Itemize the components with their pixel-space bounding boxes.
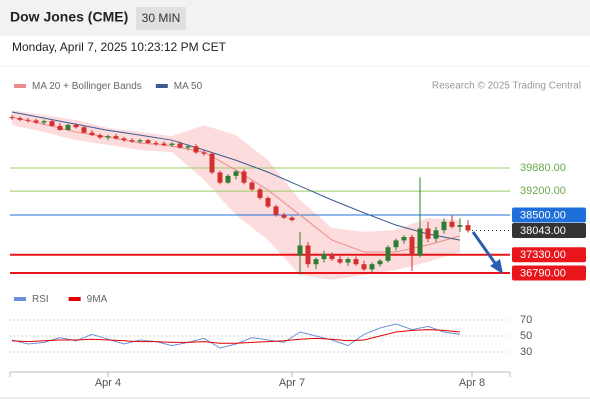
candle-body <box>209 153 215 173</box>
candle-body <box>17 118 23 120</box>
header-bar <box>0 0 590 36</box>
candle-body <box>425 228 431 239</box>
candle-body <box>145 140 151 143</box>
candle-body <box>193 146 199 153</box>
candle-body <box>449 221 455 227</box>
candle-body <box>321 254 327 260</box>
x-tick-label: Apr 4 <box>95 377 121 389</box>
candle-body <box>25 119 31 121</box>
candle-body <box>201 152 207 154</box>
legend-swatch <box>68 297 81 301</box>
level-tag <box>512 265 586 281</box>
candle-body <box>369 264 375 270</box>
candle-body <box>41 121 47 123</box>
bollinger-band <box>12 110 460 280</box>
level-tag <box>512 207 586 223</box>
candle-body <box>457 225 463 227</box>
arrow-shaft <box>471 231 499 267</box>
candle-body <box>385 247 391 261</box>
candle-body <box>249 182 255 190</box>
candle-body <box>337 259 343 263</box>
level-tag-label: 36790.00 <box>520 267 566 279</box>
candle-body <box>65 124 71 130</box>
candle-body <box>297 245 303 256</box>
candle-body <box>305 245 311 265</box>
candle-body <box>137 140 143 142</box>
legend-swatch <box>14 84 26 88</box>
level-label: 39880.00 <box>520 162 566 174</box>
legend-swatch <box>155 84 168 88</box>
candle-body <box>241 171 247 183</box>
x-tick-label: Apr 7 <box>279 377 305 389</box>
x-tick-label: Apr 8 <box>459 377 485 389</box>
candle-body <box>153 142 159 144</box>
candle-body <box>121 138 127 141</box>
interval-badge[interactable] <box>136 7 186 30</box>
rsi-tick-label: 50 <box>520 330 532 342</box>
candle-body <box>105 136 111 138</box>
rsi-line <box>11 323 461 349</box>
candle-body <box>49 121 55 126</box>
candle-body <box>353 259 359 265</box>
candle-body <box>113 136 119 139</box>
candle-body <box>57 125 63 130</box>
legend-label: MA 50 <box>174 81 203 92</box>
interval-label[interactable]: 30 MIN <box>142 11 181 25</box>
candle-body <box>9 117 15 119</box>
candle-body <box>217 172 223 183</box>
level-label: 39200.00 <box>520 185 566 197</box>
candle-body <box>161 143 167 145</box>
rsi-tick-label: 30 <box>520 346 532 358</box>
candle-body <box>265 197 271 207</box>
candle-body <box>441 221 447 231</box>
candle-body <box>33 120 39 123</box>
forecast-arrow <box>471 231 503 274</box>
level-tag <box>512 247 586 263</box>
candle-body <box>465 225 471 231</box>
level-tag-label: 37330.00 <box>520 249 566 261</box>
candle-body <box>97 135 103 138</box>
candle-body <box>185 146 191 148</box>
instrument-title: Dow Jones (CME) <box>10 9 128 25</box>
candle-body <box>361 264 367 270</box>
rsi-tick-label: 70 <box>520 314 532 326</box>
candle-body <box>401 237 407 241</box>
candle-body <box>313 259 319 265</box>
source-label: Research © 2025 Trading Central <box>432 81 581 92</box>
candle-body <box>233 171 239 176</box>
level-tag <box>512 222 586 238</box>
legend-label: RSI <box>32 294 49 305</box>
legend-label: 9MA <box>87 294 108 305</box>
candle-body <box>417 228 423 256</box>
candle-body <box>169 143 175 145</box>
candle-body <box>225 175 231 183</box>
moving-average-line <box>11 111 461 241</box>
candle-body <box>281 214 287 218</box>
level-tag-label: 38500.00 <box>520 209 566 221</box>
candle-body <box>433 230 439 239</box>
candle-body <box>257 189 263 198</box>
candle-body <box>377 260 383 265</box>
candle-body <box>89 132 95 136</box>
level-tag-label: 38043.00 <box>520 225 566 237</box>
arrow-head <box>490 259 503 274</box>
candle-body <box>409 237 415 256</box>
legend-swatch <box>14 297 26 301</box>
rsi-line <box>11 329 461 344</box>
legend-label: MA 20 + Bollinger Bands <box>32 81 142 92</box>
candle-body <box>393 240 399 248</box>
candle-body <box>329 254 335 260</box>
candle-body <box>73 124 79 128</box>
candle-body <box>273 206 279 215</box>
candle-body <box>345 259 351 263</box>
candle-body <box>81 127 87 133</box>
candle-body <box>289 217 295 221</box>
candle-body <box>177 143 183 148</box>
candle-body <box>129 140 135 142</box>
date-label: Monday, April 7, 2025 10:23:12 PM CET <box>12 40 227 54</box>
